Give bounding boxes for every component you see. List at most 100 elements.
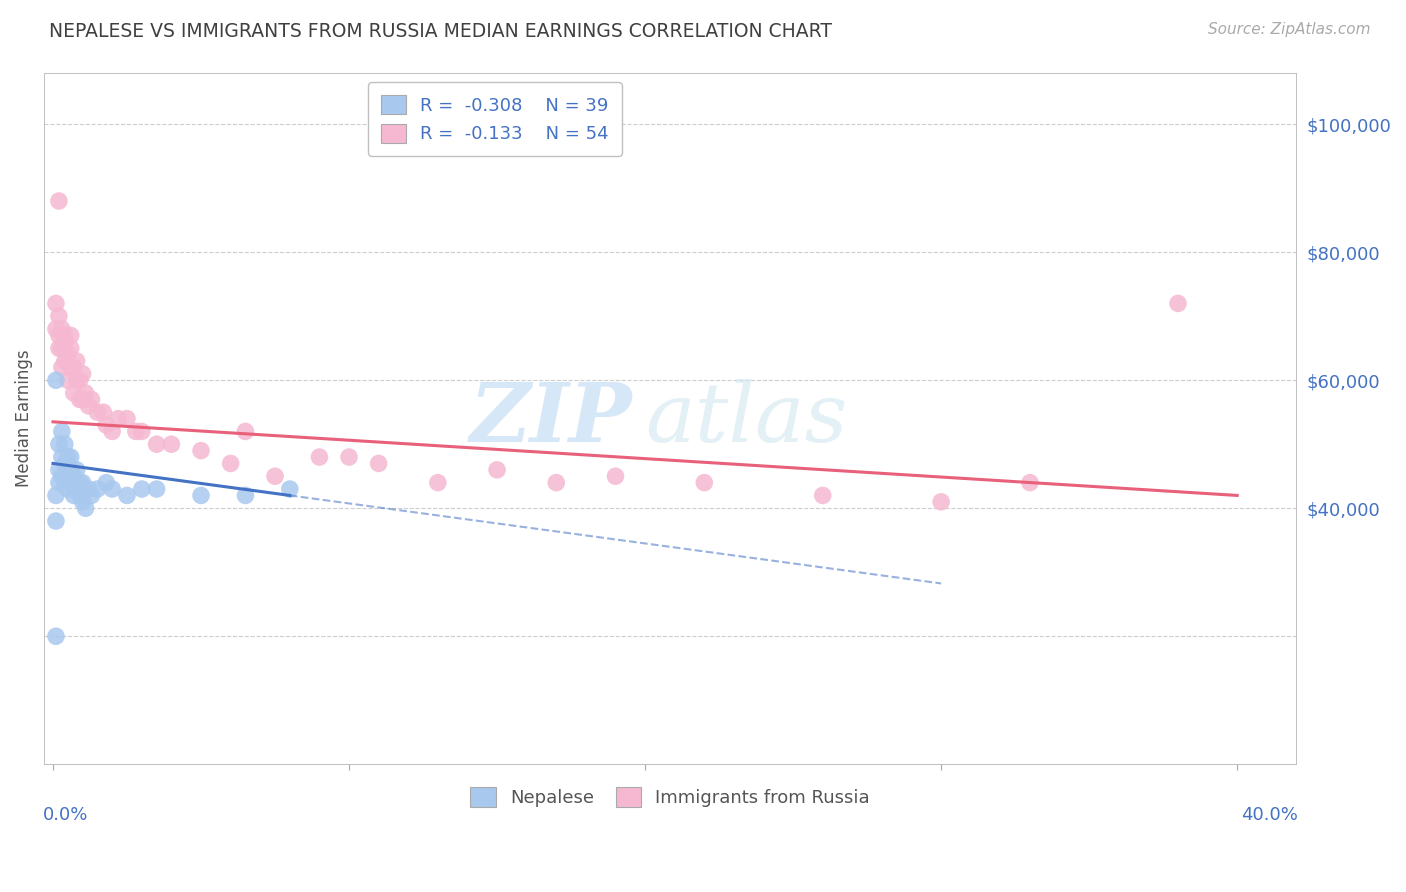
Point (693, 475, 716, 490)
Point (53, 334, 76, 349)
Point (308, 450, 330, 464)
Point (59, 360, 82, 375)
Y-axis label: Median Earnings: Median Earnings (15, 350, 32, 487)
Point (48, 475, 70, 490)
Point (62, 469, 84, 483)
Point (66, 463, 89, 477)
Point (101, 425, 124, 439)
Point (59, 450, 82, 464)
Point (56, 482, 79, 496)
Point (48, 437, 70, 451)
Point (48, 341, 70, 355)
Point (86, 482, 108, 496)
Point (811, 488, 834, 502)
Point (426, 475, 449, 490)
Point (96, 417, 118, 432)
Point (56, 450, 79, 464)
Text: atlas: atlas (645, 378, 848, 458)
Point (45, 296, 67, 310)
Point (605, 469, 627, 483)
Point (131, 425, 153, 439)
Point (337, 450, 360, 464)
Point (48, 309, 70, 323)
Point (72, 475, 94, 490)
Point (56, 348, 79, 362)
Point (115, 488, 138, 502)
Point (1167, 296, 1189, 310)
Point (51, 425, 73, 439)
Point (48, 194, 70, 208)
Point (66, 373, 89, 387)
Point (160, 437, 183, 451)
Point (131, 482, 153, 496)
Point (264, 469, 287, 483)
Point (45, 373, 67, 387)
Point (125, 425, 148, 439)
Point (80, 488, 103, 502)
Point (53, 437, 76, 451)
Point (69, 488, 91, 502)
Point (72, 392, 94, 407)
Point (72, 495, 94, 509)
Point (59, 475, 82, 490)
Point (53, 457, 76, 471)
Point (145, 482, 167, 496)
Point (546, 475, 568, 490)
Point (48, 463, 70, 477)
Point (75, 501, 97, 516)
Point (53, 328, 76, 343)
Point (96, 475, 118, 490)
Point (45, 629, 67, 643)
Point (45, 322, 67, 336)
Point (56, 463, 79, 477)
Point (75, 386, 97, 401)
Point (235, 488, 257, 502)
Point (59, 463, 82, 477)
Point (62, 386, 84, 401)
Point (59, 341, 82, 355)
Point (77, 399, 100, 413)
Point (219, 457, 242, 471)
Point (48, 328, 70, 343)
Point (69, 392, 91, 407)
Point (53, 475, 76, 490)
Point (145, 437, 167, 451)
Point (62, 488, 84, 502)
Point (69, 475, 91, 490)
Text: 40.0%: 40.0% (1240, 805, 1298, 823)
Point (101, 482, 124, 496)
Point (278, 482, 301, 496)
Point (72, 367, 94, 381)
Point (56, 373, 79, 387)
Point (77, 482, 100, 496)
Point (235, 425, 257, 439)
Point (62, 360, 84, 375)
Point (190, 488, 212, 502)
Text: 0.0%: 0.0% (42, 805, 89, 823)
Point (86, 405, 108, 419)
Point (45, 488, 67, 502)
Point (929, 495, 952, 509)
Point (66, 354, 89, 368)
Legend: Nepalese, Immigrants from Russia: Nepalese, Immigrants from Russia (463, 780, 877, 814)
Point (51, 322, 73, 336)
Text: ZIP: ZIP (470, 378, 633, 458)
Point (1019, 475, 1042, 490)
Point (51, 360, 73, 375)
Point (59, 328, 82, 343)
Point (107, 411, 129, 425)
Point (69, 373, 91, 387)
Point (80, 392, 103, 407)
Point (66, 482, 89, 496)
Point (367, 457, 389, 471)
Point (486, 463, 509, 477)
Point (51, 450, 73, 464)
Point (91, 405, 114, 419)
Point (115, 411, 138, 425)
Point (190, 443, 212, 458)
Point (51, 341, 73, 355)
Point (45, 514, 67, 528)
Text: Source: ZipAtlas.com: Source: ZipAtlas.com (1208, 22, 1371, 37)
Point (51, 469, 73, 483)
Text: NEPALESE VS IMMIGRANTS FROM RUSSIA MEDIAN EARNINGS CORRELATION CHART: NEPALESE VS IMMIGRANTS FROM RUSSIA MEDIA… (49, 22, 832, 41)
